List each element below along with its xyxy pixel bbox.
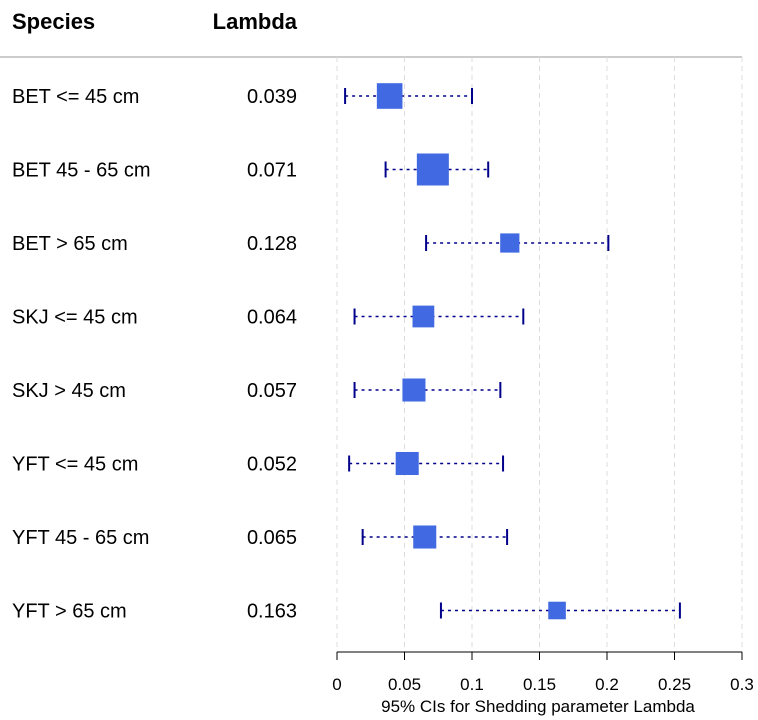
forest-row: YFT 45 - 65 cm 0.065 bbox=[12, 525, 509, 549]
point-estimate-square bbox=[548, 601, 566, 620]
forest-row: BET <= 45 cm 0.039 bbox=[12, 83, 473, 109]
header-lambda: Lambda bbox=[213, 9, 298, 34]
row-value: 0.052 bbox=[247, 454, 297, 476]
row-value: 0.039 bbox=[247, 86, 297, 108]
x-tick-label: 0.05 bbox=[388, 675, 421, 694]
forest-row: SKJ <= 45 cm 0.064 bbox=[12, 305, 525, 329]
x-axis-title: 95% CIs for Shedding parameter Lambda bbox=[381, 697, 695, 716]
x-tick-label: 0.1 bbox=[460, 675, 484, 694]
row-label: SKJ <= 45 cm bbox=[12, 307, 138, 329]
row-value: 0.064 bbox=[247, 307, 297, 329]
forest-row: BET > 65 cm 0.128 bbox=[12, 233, 610, 255]
forest-row: BET 45 - 65 cm 0.071 bbox=[12, 153, 490, 186]
header-species: Species bbox=[12, 9, 95, 34]
row-value: 0.128 bbox=[247, 233, 297, 255]
row-value: 0.057 bbox=[247, 380, 297, 402]
point-estimate-square bbox=[500, 233, 520, 253]
point-estimate-square bbox=[412, 305, 435, 328]
row-label: SKJ > 45 cm bbox=[12, 380, 126, 402]
point-estimate-square bbox=[413, 525, 437, 549]
row-label: BET <= 45 cm bbox=[12, 86, 139, 108]
point-estimate-square bbox=[402, 378, 426, 402]
x-tick-label: 0.3 bbox=[730, 675, 754, 694]
row-value: 0.065 bbox=[247, 527, 297, 549]
x-tick-label: 0.25 bbox=[658, 675, 691, 694]
point-estimate-square bbox=[376, 83, 403, 109]
point-estimate-square bbox=[416, 153, 449, 186]
x-tick-label: 0 bbox=[332, 675, 341, 694]
row-value: 0.163 bbox=[247, 601, 297, 623]
forest-row: YFT <= 45 cm 0.052 bbox=[12, 451, 505, 476]
gridlines bbox=[336, 57, 743, 652]
row-label: YFT > 65 cm bbox=[12, 601, 127, 623]
forest-row: YFT > 65 cm 0.163 bbox=[12, 601, 681, 623]
x-axis: 0 0.05 0.1 0.15 0.2 0.25 0.3 bbox=[332, 651, 754, 694]
forest-row: SKJ > 45 cm 0.057 bbox=[12, 378, 502, 402]
row-label: YFT <= 45 cm bbox=[12, 454, 138, 476]
x-tick-label: 0.15 bbox=[523, 675, 556, 694]
row-label: BET 45 - 65 cm bbox=[12, 160, 151, 182]
x-tick-label: 0.2 bbox=[595, 675, 619, 694]
row-value: 0.071 bbox=[247, 160, 297, 182]
row-label: YFT 45 - 65 cm bbox=[12, 527, 149, 549]
point-estimate-square bbox=[395, 451, 419, 476]
row-label: BET > 65 cm bbox=[12, 233, 128, 255]
